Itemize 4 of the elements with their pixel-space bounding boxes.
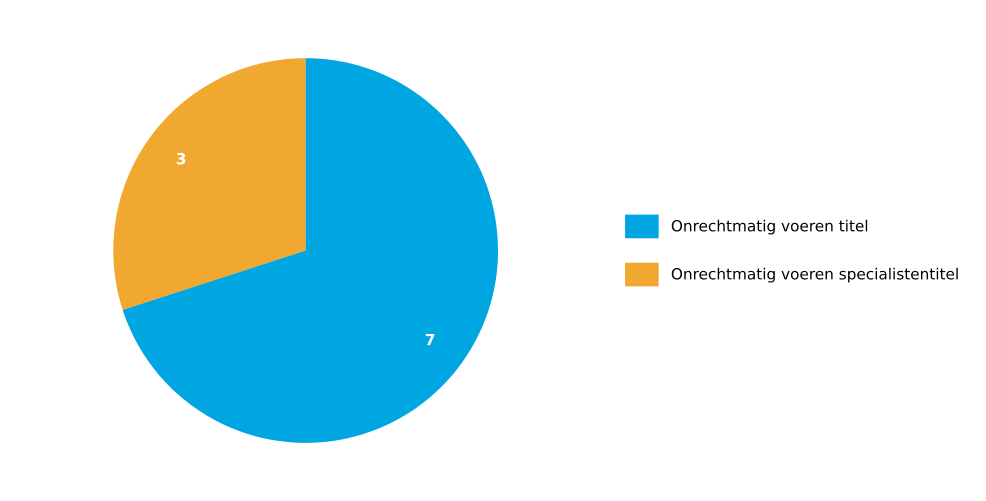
data-label: 3 (176, 152, 186, 164)
legend-label: Onrechtmatig voeren titel (672, 220, 868, 235)
legend-label: Onrechtmatig voeren specialistentitel (672, 268, 958, 283)
data-label: 7 (426, 334, 434, 346)
